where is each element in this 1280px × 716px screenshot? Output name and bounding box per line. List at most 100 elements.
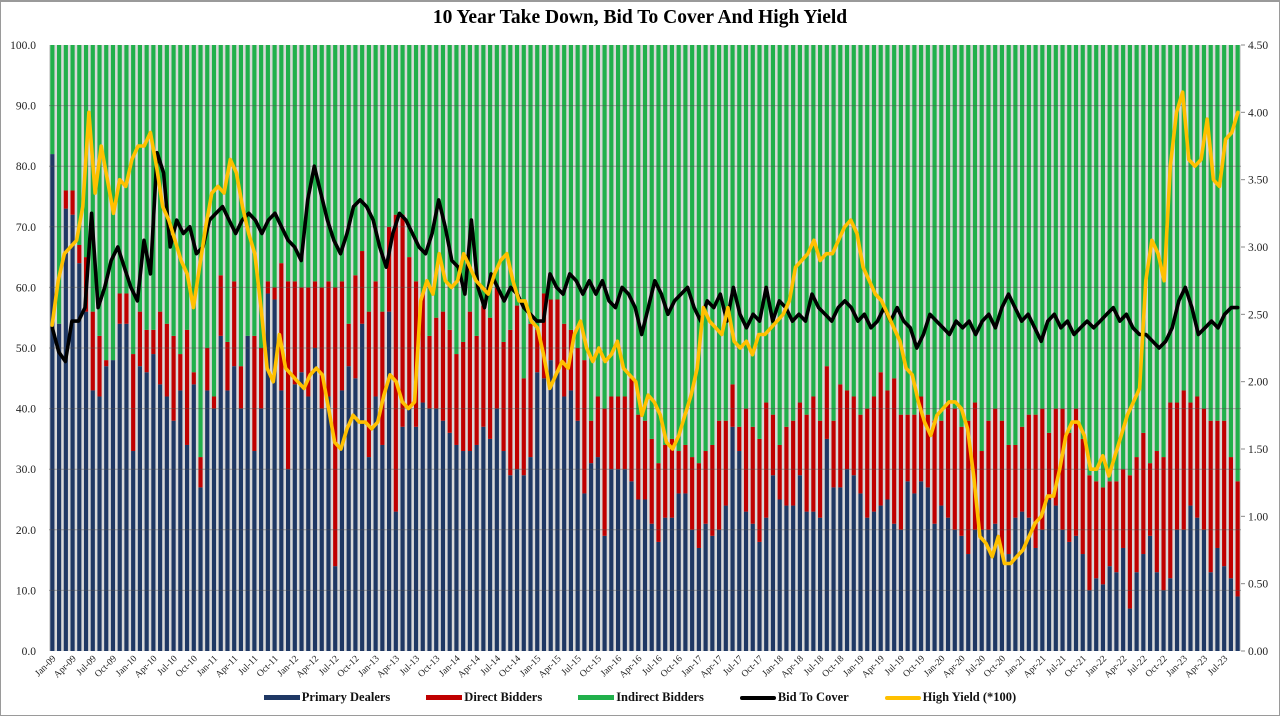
bar-primary-dealers	[1174, 529, 1180, 651]
bar-direct-bidders	[602, 408, 607, 536]
bar-primary-dealers	[548, 360, 553, 651]
x-tick-label: Apr-20	[941, 654, 968, 681]
bar-indirect-bidders	[1040, 45, 1045, 409]
bar-primary-dealers	[306, 396, 311, 651]
bar-indirect-bidders	[844, 45, 850, 391]
bar-direct-bidders	[1067, 432, 1072, 542]
x-tick-label: Apr-17	[699, 654, 726, 681]
bar-indirect-bidders	[393, 45, 398, 215]
bar-primary-dealers	[90, 390, 95, 651]
stacked-bars	[50, 45, 1240, 651]
bar-direct-bidders	[966, 420, 971, 555]
bar-primary-dealers	[1006, 554, 1011, 651]
bar-indirect-bidders	[642, 45, 648, 421]
line-high-yield	[50, 90, 1240, 566]
bar-direct-bidders	[521, 378, 526, 476]
bar-direct-bidders	[124, 293, 129, 324]
bar-direct-bidders	[1053, 408, 1058, 506]
bar-indirect-bidders	[413, 45, 419, 282]
bar-indirect-bidders	[602, 45, 607, 409]
bar-direct-bidders	[1033, 414, 1038, 548]
bar-direct-bidders	[723, 420, 728, 506]
bar-primary-dealers	[1094, 578, 1099, 651]
bar-direct-bidders	[582, 360, 587, 494]
bar-primary-dealers	[932, 523, 937, 651]
bar-direct-bidders	[1060, 408, 1065, 530]
bar-direct-bidders	[885, 390, 890, 500]
bar-primary-dealers	[1127, 608, 1132, 651]
x-tick-label: Apr-19	[860, 654, 887, 681]
bar-indirect-bidders	[144, 45, 149, 330]
x-tick-label: Oct-11	[255, 654, 281, 680]
bar-primary-dealers	[387, 311, 392, 651]
bar-indirect-bidders	[1114, 45, 1119, 482]
bar-primary-dealers	[481, 426, 486, 651]
bar-direct-bidders	[629, 378, 634, 482]
y-left-tick-label: 20.0	[16, 525, 36, 537]
legend-item-direct-bidders[interactable]: Direct Bidders	[426, 690, 542, 705]
bar-direct-bidders	[939, 420, 944, 506]
bar-direct-bidders	[63, 190, 68, 209]
bar-indirect-bidders	[265, 45, 270, 282]
bar-primary-dealers	[609, 469, 614, 651]
bar-indirect-bidders	[622, 45, 627, 397]
bar-primary-dealers	[70, 214, 75, 651]
bar-primary-dealers	[622, 469, 627, 651]
bar-primary-dealers	[1235, 596, 1240, 651]
bar-direct-bidders	[528, 323, 533, 458]
bar-primary-dealers	[265, 293, 270, 651]
legend-item-primary-dealers[interactable]: Primary Dealers	[263, 690, 390, 705]
legend-item-indirect-bidders[interactable]: Indirect Bidders	[578, 690, 704, 705]
bar-direct-bidders	[1154, 451, 1159, 573]
bar-primary-dealers	[434, 408, 439, 651]
bar-indirect-bidders	[1127, 45, 1132, 476]
legend-item-bid-to-cover[interactable]: Bid To Cover	[739, 690, 849, 705]
bar-direct-bidders	[818, 420, 823, 518]
bar-indirect-bidders	[245, 45, 250, 336]
bar-indirect-bidders	[777, 45, 782, 445]
bar-direct-bidders	[117, 293, 122, 324]
bar-primary-dealers	[743, 511, 749, 651]
legend-item-high-yield[interactable]: High Yield (*100)	[884, 690, 1016, 705]
bar-primary-dealers	[1080, 554, 1085, 651]
bar-direct-bidders	[636, 414, 641, 500]
bar-primary-dealers	[730, 426, 735, 651]
bar-indirect-bidders	[1168, 45, 1173, 403]
bar-direct-bidders	[494, 287, 499, 409]
bar-direct-bidders	[615, 396, 621, 470]
x-tick-label: Oct-18	[821, 654, 847, 680]
bar-indirect-bidders	[858, 45, 863, 415]
bar-direct-bidders	[104, 360, 109, 367]
bar-direct-bidders	[838, 384, 843, 488]
bar-direct-bidders	[986, 420, 991, 530]
bar-indirect-bidders	[299, 45, 304, 288]
bar-primary-dealers	[669, 517, 675, 651]
bar-indirect-bidders	[501, 45, 506, 342]
bar-primary-dealers	[50, 154, 55, 651]
bar-indirect-bidders	[1188, 45, 1193, 403]
bar-indirect-bidders	[945, 45, 951, 403]
bar-indirect-bidders	[434, 45, 439, 318]
bar-primary-dealers	[972, 529, 978, 651]
bar-primary-dealers	[1013, 517, 1018, 651]
bar-primary-dealers	[797, 475, 802, 651]
bar-direct-bidders	[609, 396, 614, 470]
bar-direct-bidders	[238, 366, 244, 409]
bar-indirect-bidders	[629, 45, 634, 379]
bar-direct-bidders	[791, 420, 796, 506]
bar-indirect-bidders	[609, 45, 614, 397]
bar-indirect-bidders	[205, 45, 210, 348]
bar-primary-dealers	[919, 481, 924, 651]
y-left-tick-label: 60.0	[16, 282, 36, 294]
bar-primary-dealers	[582, 493, 587, 651]
bar-primary-dealers	[952, 529, 957, 651]
bar-primary-dealers	[1040, 529, 1045, 651]
bar-indirect-bidders	[1222, 45, 1227, 421]
bar-direct-bidders	[481, 305, 486, 427]
bar-indirect-bidders	[400, 45, 405, 215]
bar-indirect-bidders	[454, 45, 459, 355]
bar-primary-dealers	[461, 451, 466, 651]
bar-primary-dealers	[158, 384, 163, 651]
bar-direct-bidders	[191, 372, 196, 385]
bar-direct-bidders	[279, 263, 284, 391]
